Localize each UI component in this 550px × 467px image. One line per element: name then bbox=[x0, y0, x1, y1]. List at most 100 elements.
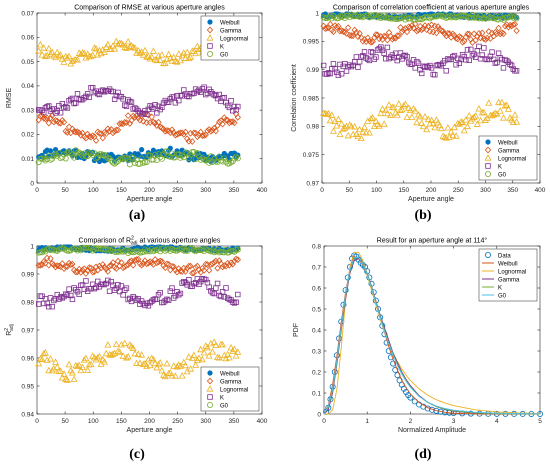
data-point bbox=[122, 102, 128, 108]
x-tick-label: 400 bbox=[257, 418, 268, 425]
data-point bbox=[200, 132, 208, 139]
data-point bbox=[197, 345, 205, 353]
data-point bbox=[177, 154, 184, 161]
data-point bbox=[195, 45, 203, 52]
data-point bbox=[69, 260, 76, 268]
data-point bbox=[74, 362, 81, 370]
data-point bbox=[118, 283, 125, 289]
data-point bbox=[372, 31, 380, 39]
data-point bbox=[199, 86, 206, 92]
data-point bbox=[367, 114, 375, 122]
data-point bbox=[158, 366, 166, 374]
data-point bbox=[131, 256, 139, 264]
data-point bbox=[379, 105, 386, 112]
data-point bbox=[52, 263, 59, 271]
data-point bbox=[376, 45, 382, 52]
data-point bbox=[105, 88, 111, 94]
data-point bbox=[69, 95, 76, 102]
data-point bbox=[165, 99, 172, 105]
data-point bbox=[155, 118, 162, 126]
data-point bbox=[174, 289, 180, 295]
data-point bbox=[184, 135, 191, 143]
data-point bbox=[86, 94, 93, 100]
data-point bbox=[106, 127, 113, 135]
data-point bbox=[384, 36, 391, 44]
data-point bbox=[500, 30, 507, 38]
y-tick-label: 0.7 bbox=[312, 264, 321, 271]
data-point bbox=[190, 269, 198, 277]
data-point bbox=[194, 88, 201, 95]
data-point bbox=[47, 355, 54, 362]
y-tick-label: 0.02 bbox=[21, 132, 34, 139]
data-point bbox=[425, 22, 432, 30]
data-point bbox=[176, 292, 182, 298]
data-point bbox=[508, 62, 515, 69]
data-point bbox=[232, 255, 240, 263]
legend-marker bbox=[207, 370, 213, 376]
data-point bbox=[122, 354, 130, 361]
data-point bbox=[366, 14, 373, 21]
data-point bbox=[219, 120, 226, 128]
data-point bbox=[57, 119, 64, 127]
data-point bbox=[55, 52, 63, 59]
data-point bbox=[129, 43, 137, 51]
data-point bbox=[229, 118, 236, 126]
chart-title: Comparison of correlation coefficient at… bbox=[333, 5, 530, 12]
data-point bbox=[441, 133, 449, 141]
data-point bbox=[94, 354, 102, 361]
legend-entry: G0 bbox=[220, 52, 229, 58]
data-point bbox=[348, 63, 355, 70]
data-point bbox=[106, 246, 113, 253]
data-point bbox=[116, 348, 124, 355]
data-point bbox=[219, 263, 226, 271]
x-tick-label: 200 bbox=[144, 418, 155, 425]
data-point bbox=[129, 344, 137, 351]
data-point bbox=[216, 91, 222, 98]
data-point bbox=[410, 57, 417, 63]
data-point bbox=[397, 106, 404, 113]
data-point bbox=[113, 285, 120, 291]
data-point bbox=[53, 363, 61, 370]
data-point bbox=[48, 48, 56, 56]
data-point bbox=[504, 57, 510, 64]
data-point bbox=[224, 350, 232, 358]
data-point bbox=[198, 355, 206, 363]
data-point bbox=[209, 260, 216, 268]
data-point bbox=[126, 258, 133, 266]
data-point bbox=[75, 361, 83, 369]
data-point bbox=[393, 111, 401, 118]
data-point bbox=[139, 51, 147, 58]
data-point bbox=[74, 128, 81, 136]
data-point bbox=[146, 54, 154, 62]
data-point bbox=[74, 56, 81, 63]
data-point bbox=[495, 98, 503, 106]
data-point bbox=[119, 352, 127, 359]
x-tick-label: 250 bbox=[453, 187, 464, 194]
data-point bbox=[98, 88, 104, 94]
x-tick-label: 50 bbox=[346, 187, 354, 194]
data-point bbox=[389, 35, 396, 43]
data-point bbox=[79, 363, 87, 371]
data-point bbox=[124, 112, 132, 120]
data-point bbox=[423, 125, 431, 133]
data-point bbox=[82, 270, 90, 277]
data-point bbox=[404, 54, 410, 60]
data-point bbox=[400, 102, 408, 109]
data-point bbox=[479, 29, 486, 37]
data-point bbox=[154, 110, 160, 116]
data-point bbox=[228, 98, 234, 104]
data-point bbox=[127, 151, 133, 157]
x-tick-label: 300 bbox=[200, 187, 211, 194]
data-point bbox=[102, 349, 110, 357]
data-point bbox=[104, 341, 112, 348]
data-point bbox=[72, 268, 79, 276]
data-point bbox=[214, 95, 221, 102]
data-point bbox=[419, 70, 425, 77]
data-point bbox=[461, 53, 467, 60]
data-point bbox=[510, 66, 516, 72]
data-point bbox=[93, 284, 99, 291]
data-point bbox=[47, 255, 54, 262]
data-point bbox=[52, 117, 59, 124]
data-point bbox=[137, 109, 143, 116]
data-point bbox=[108, 279, 114, 285]
